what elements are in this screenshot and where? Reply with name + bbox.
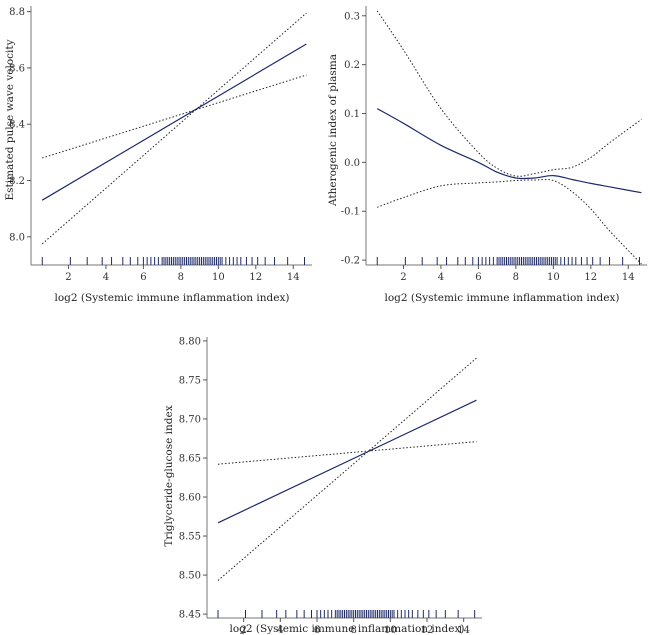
x-tick-label: 14 bbox=[622, 272, 635, 283]
y-tick-label: 8.70 bbox=[179, 414, 201, 425]
y-ticks: 8.0 8.2 8.4 8.6 8.8 bbox=[9, 7, 31, 243]
x-tick-label: 8 bbox=[350, 625, 356, 635]
y-tick-label: 8.0 bbox=[9, 232, 25, 243]
x-ticks: 2 4 6 8 10 12 14 bbox=[240, 618, 470, 635]
ci-upper-line bbox=[217, 441, 477, 465]
fitted-line bbox=[41, 43, 307, 201]
x-tick-label: 6 bbox=[475, 272, 481, 283]
x-tick-label: 2 bbox=[240, 625, 246, 635]
y-axis-label: Atherogenic index of plasma bbox=[327, 54, 339, 207]
rug-plot bbox=[41, 257, 306, 265]
x-axis-label: log2 (Systemic immune inflammation index… bbox=[385, 292, 620, 304]
x-ticks: 2 4 6 8 10 12 14 bbox=[65, 265, 300, 283]
y-tick-label: 8.55 bbox=[179, 532, 201, 543]
x-tick-label: 14 bbox=[287, 272, 300, 283]
panel-triglyceride-glucose-index: 8.45 8.50 8.55 8.60 8.65 8.70 8.75 8.80 2 4 6 8 10 1… bbox=[163, 336, 482, 635]
x-tick-label: 10 bbox=[384, 625, 397, 635]
x-tick-label: 2 bbox=[65, 272, 71, 283]
x-tick-label: 4 bbox=[438, 272, 444, 283]
x-tick-label: 4 bbox=[103, 272, 109, 283]
series-lines bbox=[217, 357, 477, 581]
ci-upper-line bbox=[42, 74, 307, 159]
x-tick-label: 12 bbox=[421, 625, 434, 635]
x-tick-label: 10 bbox=[212, 272, 225, 283]
rug-plot bbox=[217, 610, 476, 618]
x-tick-label: 2 bbox=[400, 272, 406, 283]
series-lines bbox=[376, 10, 642, 265]
x-tick-label: 6 bbox=[140, 272, 146, 283]
y-tick-label: 8.2 bbox=[9, 176, 25, 187]
y-tick-label: 8.4 bbox=[9, 120, 25, 131]
y-tick-label: 8.8 bbox=[9, 7, 25, 18]
y-tick-label: 8.80 bbox=[179, 336, 201, 347]
x-tick-label: 6 bbox=[314, 625, 320, 635]
rug-plot bbox=[376, 257, 641, 265]
x-ticks: 2 4 6 8 10 12 14 bbox=[400, 265, 635, 283]
y-tick-label: 0.3 bbox=[344, 11, 360, 22]
ci-lower-line bbox=[217, 357, 477, 581]
y-tick-label: 0.2 bbox=[344, 60, 360, 71]
y-tick-label: -0.1 bbox=[341, 207, 360, 218]
y-tick-label: 8.6 bbox=[9, 63, 25, 74]
series-lines bbox=[41, 12, 307, 245]
panel-atherogenic-index: -0.2 -0.1 0.0 0.1 0.2 0.3 2 4 6 8 10 12 14 log2 (Sy… bbox=[327, 6, 647, 304]
x-tick-label: 8 bbox=[178, 272, 184, 283]
y-ticks: 8.45 8.50 8.55 8.60 8.65 8.70 8.75 8.80 bbox=[179, 336, 207, 621]
y-axis-label: Triglyceride-glucose index bbox=[163, 405, 175, 546]
y-tick-label: 0.1 bbox=[344, 109, 360, 120]
y-axis-label: Estimated pulse wave velocity bbox=[4, 39, 16, 200]
fitted-line bbox=[217, 399, 477, 524]
y-ticks: -0.2 -0.1 0.0 0.1 0.2 0.3 bbox=[341, 11, 366, 267]
x-tick-label: 4 bbox=[277, 625, 283, 635]
x-tick-label: 12 bbox=[584, 272, 597, 283]
x-tick-label: 14 bbox=[457, 625, 470, 635]
y-tick-label: -0.2 bbox=[341, 256, 360, 267]
x-tick-label: 10 bbox=[547, 272, 560, 283]
y-tick-label: 8.45 bbox=[179, 610, 201, 621]
fitted-line bbox=[376, 108, 642, 194]
y-tick-label: 8.65 bbox=[179, 453, 201, 464]
x-axis-label: log2 (Systemic immune inflammation index… bbox=[230, 623, 465, 635]
ci-lower-line bbox=[377, 178, 642, 265]
x-tick-label: 8 bbox=[513, 272, 519, 283]
ci-lower-line bbox=[41, 12, 307, 245]
y-tick-label: 8.50 bbox=[179, 571, 201, 582]
y-tick-label: 8.60 bbox=[179, 493, 201, 504]
panel-pulse-wave-velocity: 8.0 8.2 8.4 8.6 8.8 2 4 6 8 10 12 14 log2 (Systemi… bbox=[4, 6, 312, 304]
x-tick-label: 12 bbox=[249, 272, 262, 283]
x-axis-label: log2 (Systemic immune inflammation index… bbox=[55, 292, 290, 304]
y-tick-label: 0.0 bbox=[344, 158, 360, 169]
y-tick-label: 8.75 bbox=[179, 375, 201, 386]
ci-upper-line bbox=[376, 10, 642, 177]
